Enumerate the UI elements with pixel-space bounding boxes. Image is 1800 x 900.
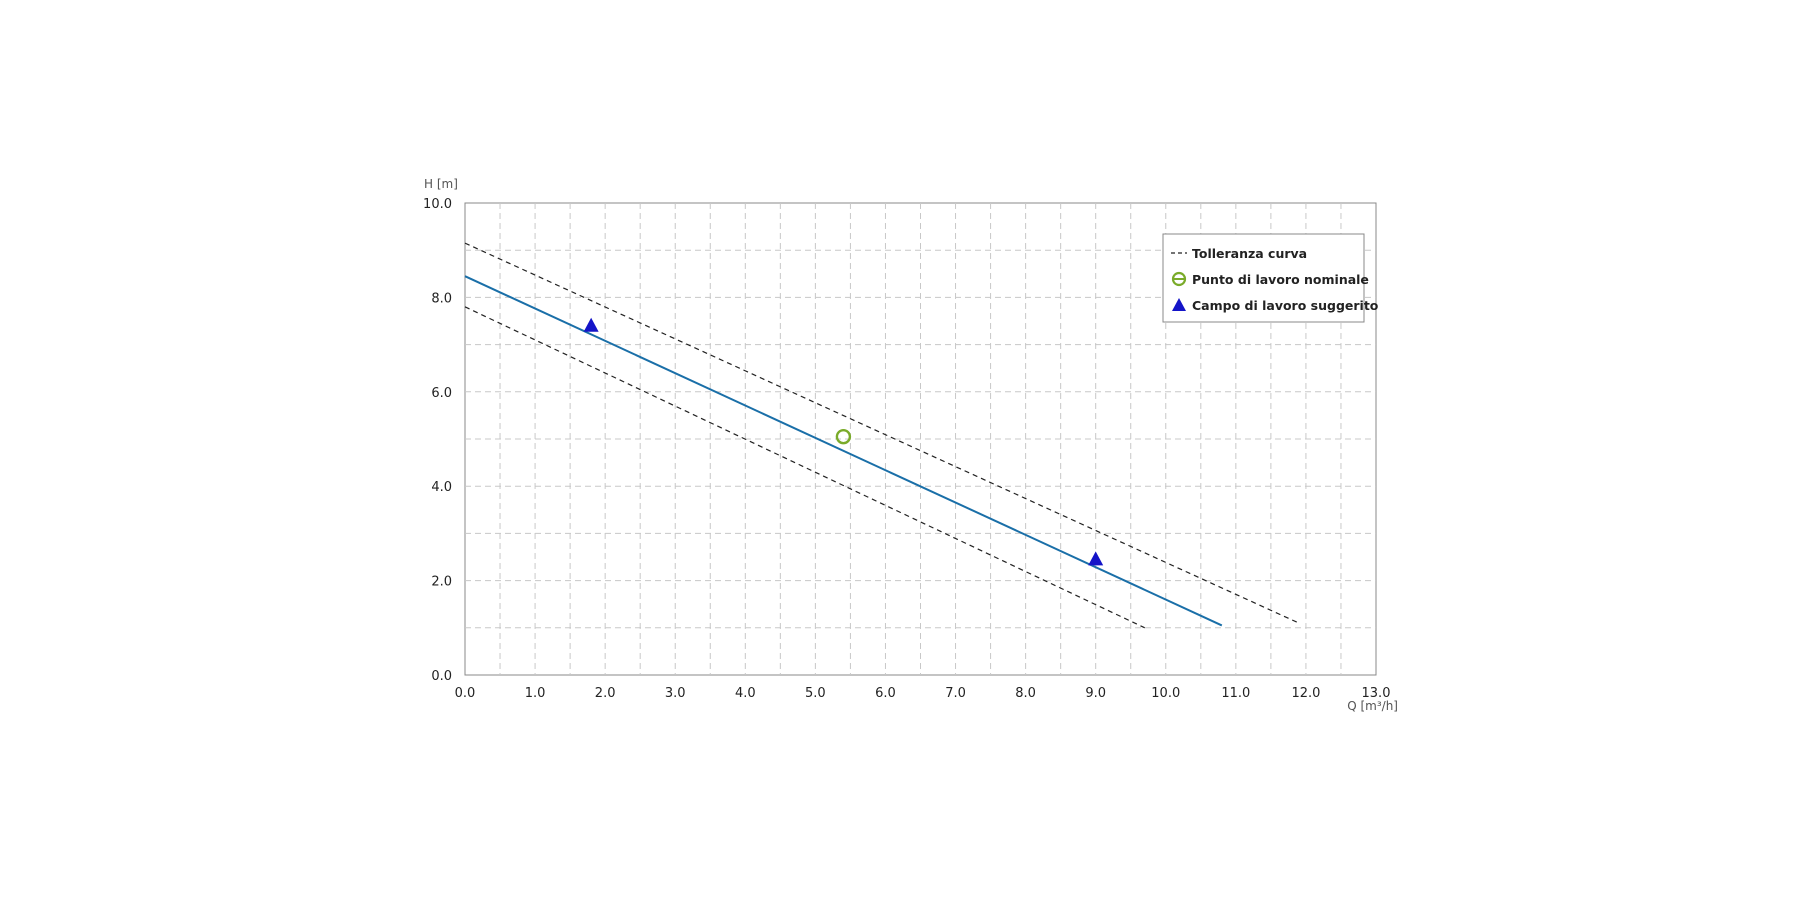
y-tick-label: 4.0 [431, 480, 452, 495]
y-tick-label: 10.0 [423, 197, 452, 212]
range-point-marker [583, 317, 599, 332]
pump-curve-line [464, 275, 1223, 627]
x-tick-label: 0.0 [455, 686, 476, 701]
x-tick-label: 8.0 [1015, 686, 1036, 701]
x-tick-label: 6.0 [875, 686, 896, 701]
x-tick-label: 13.0 [1362, 686, 1391, 701]
x-tick-label: 1.0 [525, 686, 546, 701]
y-tick-label: 2.0 [431, 575, 452, 590]
x-tick-label: 4.0 [735, 686, 756, 701]
markers [583, 317, 1104, 566]
x-tick-labels: 0.0 1.0 2.0 3.0 4.0 5.0 6.0 7.0 8.0 9.0 10.0 11.0 12… [455, 686, 1391, 701]
legend-range-label: Campo di lavoro suggerito [1192, 298, 1379, 313]
legend-range-icon [1172, 298, 1186, 311]
legend-nominal-label: Punto di lavoro nominale [1192, 272, 1369, 287]
legend-box [1162, 233, 1365, 323]
range-point-marker [1088, 551, 1104, 566]
x-tick-label: 11.0 [1221, 686, 1250, 701]
x-tick-label: 9.0 [1085, 686, 1106, 701]
x-tick-label: 7.0 [945, 686, 966, 701]
y-tick-label: 0.0 [431, 669, 452, 684]
y-tick-labels: 0.0 2.0 4.0 6.0 8.0 10.0 [423, 197, 452, 684]
y-tick-label: 6.0 [431, 386, 452, 401]
x-tick-label: 5.0 [805, 686, 826, 701]
nominal-point-marker [835, 428, 852, 445]
y-axis-title: H [m] [424, 177, 458, 191]
x-tick-label: 2.0 [595, 686, 616, 701]
legend-nominal-icon [1171, 271, 1187, 287]
legend: Tolleranza curva Punto di lavoro nominal… [1162, 233, 1379, 323]
x-axis-title: Q [m³/h] [1347, 699, 1398, 713]
series [464, 242, 1300, 629]
x-tick-label: 12.0 [1291, 686, 1320, 701]
x-tick-label: 10.0 [1151, 686, 1180, 701]
y-tick-label: 8.0 [431, 291, 452, 306]
x-tick-label: 3.0 [665, 686, 686, 701]
legend-tolerance-label: Tolleranza curva [1192, 246, 1307, 261]
